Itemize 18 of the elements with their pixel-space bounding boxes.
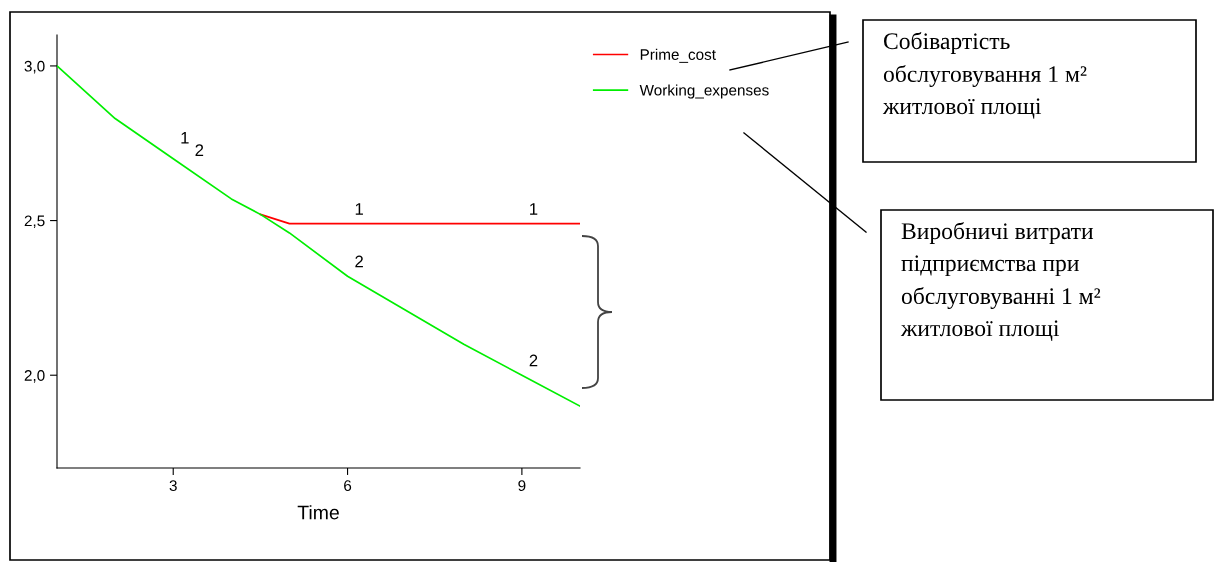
annotation: 2 xyxy=(195,144,204,156)
legend-label: Working_expenses xyxy=(639,84,769,99)
y-tick-label: 3,0 xyxy=(24,60,45,74)
legend-label: Prime_cost xyxy=(640,48,716,63)
x-axis-title: Time xyxy=(297,505,339,520)
text: Виробничі витрати підприємства при обслуговуванні 1 м² житлової площі xyxy=(900,222,1101,341)
y-tick-label: 2,5 xyxy=(24,215,45,229)
x-tick-label: 6 xyxy=(344,480,352,492)
annotation: 2 xyxy=(355,255,363,268)
annotation: 1 xyxy=(181,132,189,144)
line-series xyxy=(57,65,580,407)
x-tick-label: 3 xyxy=(169,480,177,492)
y-tick-label: 2,0 xyxy=(24,370,45,383)
annotation: 1 xyxy=(530,203,538,215)
annotation: 1 xyxy=(355,203,363,215)
text: Собівартість обслуговування 1 м² житлової площі xyxy=(882,32,1087,119)
annotation: 2 xyxy=(529,354,538,367)
x-tick-label: 9 xyxy=(518,480,526,492)
